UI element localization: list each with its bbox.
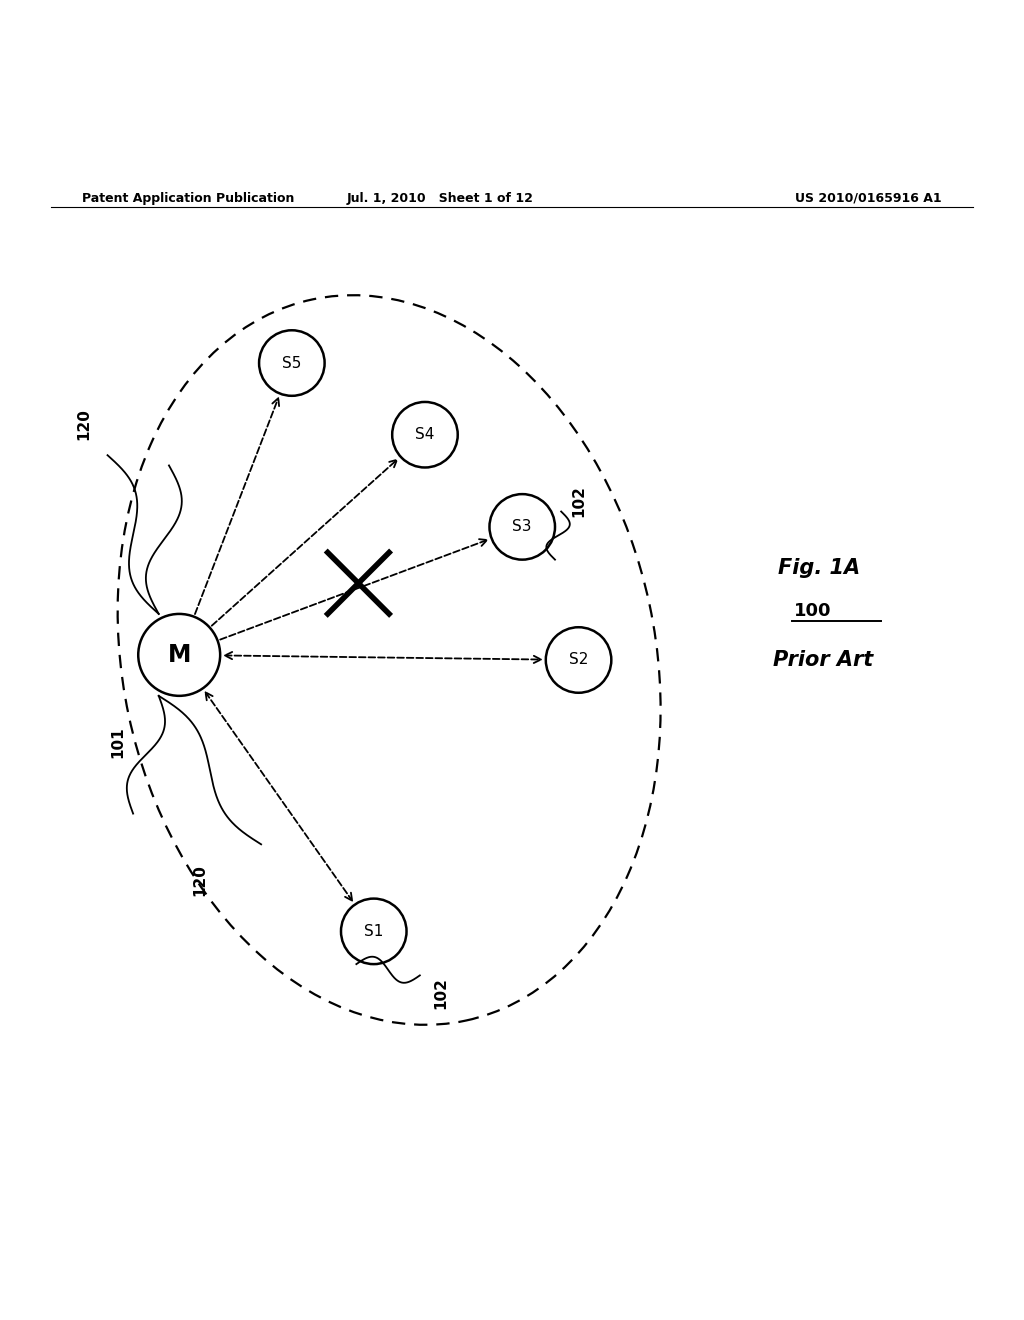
Text: M: M — [168, 643, 190, 667]
Text: Patent Application Publication: Patent Application Publication — [82, 191, 294, 205]
Text: Jul. 1, 2010   Sheet 1 of 12: Jul. 1, 2010 Sheet 1 of 12 — [347, 191, 534, 205]
Text: US 2010/0165916 A1: US 2010/0165916 A1 — [796, 191, 942, 205]
Text: Fig. 1A: Fig. 1A — [778, 558, 860, 578]
Circle shape — [546, 627, 611, 693]
Text: 102: 102 — [571, 486, 586, 517]
Text: 120: 120 — [193, 865, 207, 896]
FancyArrowPatch shape — [212, 459, 397, 626]
Circle shape — [138, 614, 220, 696]
Circle shape — [489, 494, 555, 560]
Text: 102: 102 — [433, 977, 447, 1008]
Circle shape — [341, 899, 407, 964]
Text: 101: 101 — [111, 726, 125, 758]
FancyArrowPatch shape — [206, 692, 352, 900]
Text: S4: S4 — [416, 428, 434, 442]
Text: S2: S2 — [569, 652, 588, 668]
Text: S3: S3 — [512, 519, 532, 535]
Circle shape — [392, 403, 458, 467]
Text: S1: S1 — [365, 924, 383, 939]
FancyArrowPatch shape — [225, 652, 541, 663]
Circle shape — [259, 330, 325, 396]
Text: 120: 120 — [77, 409, 91, 441]
FancyArrowPatch shape — [220, 539, 487, 640]
FancyArrowPatch shape — [195, 399, 280, 614]
Text: Prior Art: Prior Art — [773, 649, 873, 671]
Text: 100: 100 — [794, 602, 831, 620]
Text: S5: S5 — [283, 355, 301, 371]
